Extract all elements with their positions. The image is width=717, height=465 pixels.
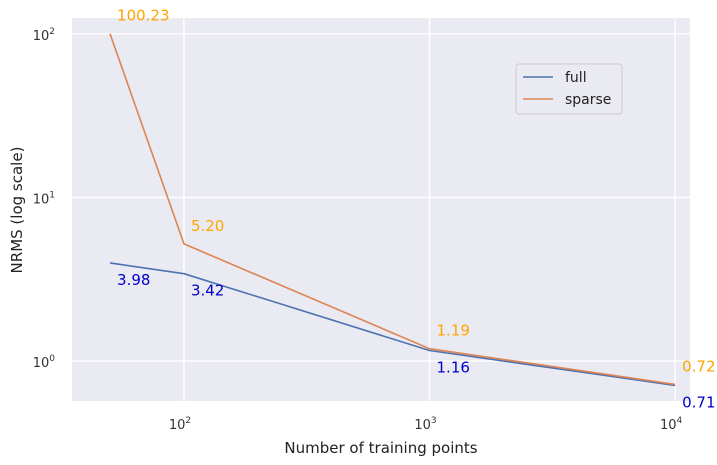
data-label-full: 3.42 — [191, 282, 224, 300]
data-labels: 3.98 3.42 1.16 0.71 100.23 5.20 1.19 0.72 — [117, 7, 715, 412]
series-line-full — [109, 262, 676, 387]
data-label-sparse: 1.19 — [437, 322, 470, 340]
data-label-sparse: 100.23 — [117, 7, 169, 25]
legend: full sparse — [515, 63, 623, 115]
x-tick-label: 104 — [660, 416, 683, 433]
grid — [72, 18, 690, 401]
data-label-full: 3.98 — [117, 271, 150, 289]
y-tick-label: 102 — [33, 27, 55, 44]
x-tick-label: 102 — [169, 416, 191, 433]
series-lines — [109, 33, 676, 387]
y-tick-label: 100 — [33, 354, 56, 371]
data-label-full: 1.16 — [437, 359, 470, 377]
series-line-sparse — [109, 33, 676, 386]
data-label-sparse: 0.72 — [682, 357, 715, 375]
y-axis-label: NRMS (log scale) — [8, 147, 26, 274]
data-label-sparse: 5.20 — [191, 217, 224, 235]
y-tick-label: 101 — [33, 190, 55, 207]
x-tick-label: 103 — [414, 416, 436, 433]
data-label-full: 0.71 — [682, 393, 715, 411]
tick-labels: 102 103 104 100 101 102 — [33, 27, 683, 433]
legend-label-full: full — [565, 70, 587, 86]
x-axis-label: Number of training points — [284, 439, 477, 457]
legend-label-sparse: sparse — [565, 92, 611, 108]
